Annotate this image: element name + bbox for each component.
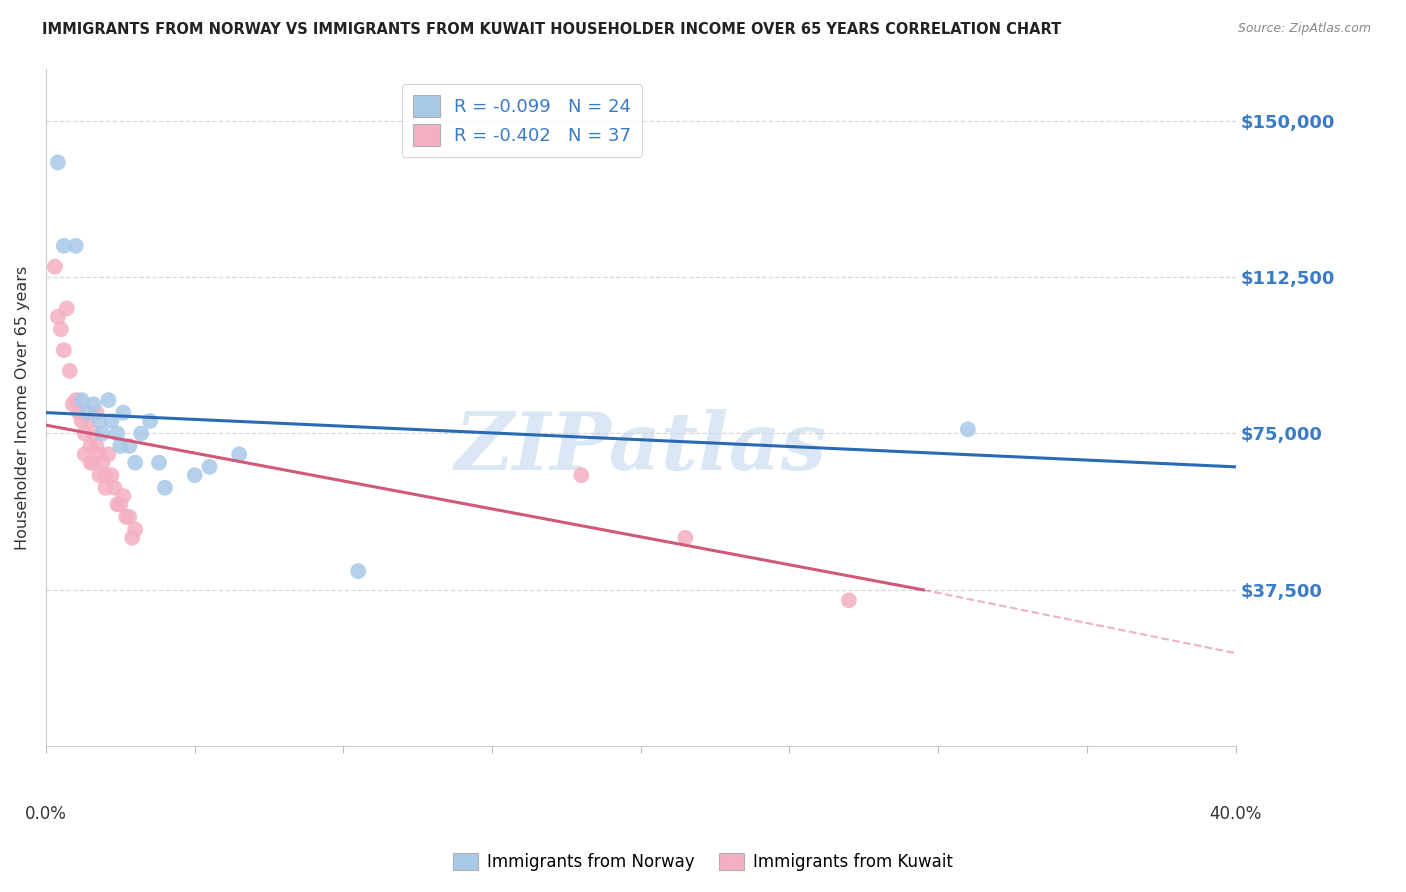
Point — [73, 447, 96, 461]
Point — [112, 489, 135, 503]
Point — [115, 509, 138, 524]
Point — [89, 414, 111, 428]
Point — [76, 406, 98, 420]
Point — [46, 155, 69, 169]
Point — [97, 393, 120, 408]
Point — [67, 406, 90, 420]
Point — [73, 426, 96, 441]
Point — [347, 564, 370, 578]
Text: ZIPatlas: ZIPatlas — [454, 409, 827, 487]
Point — [70, 414, 93, 428]
Point — [86, 439, 108, 453]
Point — [110, 439, 132, 453]
Point — [569, 468, 592, 483]
Text: Source: ZipAtlas.com: Source: ZipAtlas.com — [1237, 22, 1371, 36]
Point — [105, 426, 128, 441]
Point — [83, 456, 105, 470]
Point — [124, 523, 146, 537]
Point — [198, 459, 221, 474]
Point — [56, 301, 79, 316]
Point — [89, 468, 111, 483]
Point — [673, 531, 696, 545]
Point — [838, 593, 860, 607]
Point — [59, 364, 82, 378]
Point — [94, 468, 117, 483]
Point — [100, 414, 122, 428]
Point — [112, 406, 135, 420]
Point — [52, 343, 75, 357]
Point — [139, 414, 162, 428]
Point — [65, 393, 87, 408]
Point — [44, 260, 66, 274]
Point — [79, 439, 101, 453]
Point — [91, 426, 114, 441]
Point — [70, 393, 93, 408]
Point — [76, 414, 98, 428]
Point — [129, 426, 152, 441]
Point — [153, 481, 176, 495]
Y-axis label: Householder Income Over 65 years: Householder Income Over 65 years — [15, 265, 30, 549]
Point — [62, 397, 84, 411]
Point — [183, 468, 205, 483]
Text: 40.0%: 40.0% — [1209, 805, 1261, 822]
Point — [100, 468, 122, 483]
Text: IMMIGRANTS FROM NORWAY VS IMMIGRANTS FROM KUWAIT HOUSEHOLDER INCOME OVER 65 YEAR: IMMIGRANTS FROM NORWAY VS IMMIGRANTS FRO… — [42, 22, 1062, 37]
Point — [91, 456, 114, 470]
Point — [65, 239, 87, 253]
Point — [118, 439, 141, 453]
Legend: Immigrants from Norway, Immigrants from Kuwait: Immigrants from Norway, Immigrants from … — [446, 845, 960, 880]
Legend: R = -0.099   N = 24, R = -0.402   N = 37: R = -0.099 N = 24, R = -0.402 N = 37 — [402, 85, 643, 157]
Point — [956, 422, 979, 436]
Point — [105, 497, 128, 511]
Point — [79, 456, 101, 470]
Point — [124, 456, 146, 470]
Point — [110, 497, 132, 511]
Point — [121, 531, 143, 545]
Text: 0.0%: 0.0% — [25, 805, 67, 822]
Point — [103, 481, 125, 495]
Point — [94, 481, 117, 495]
Point — [83, 426, 105, 441]
Point — [52, 239, 75, 253]
Point — [228, 447, 250, 461]
Point — [118, 509, 141, 524]
Point — [49, 322, 72, 336]
Point — [46, 310, 69, 324]
Point — [83, 397, 105, 411]
Point — [97, 447, 120, 461]
Point — [89, 447, 111, 461]
Point — [148, 456, 170, 470]
Point — [86, 406, 108, 420]
